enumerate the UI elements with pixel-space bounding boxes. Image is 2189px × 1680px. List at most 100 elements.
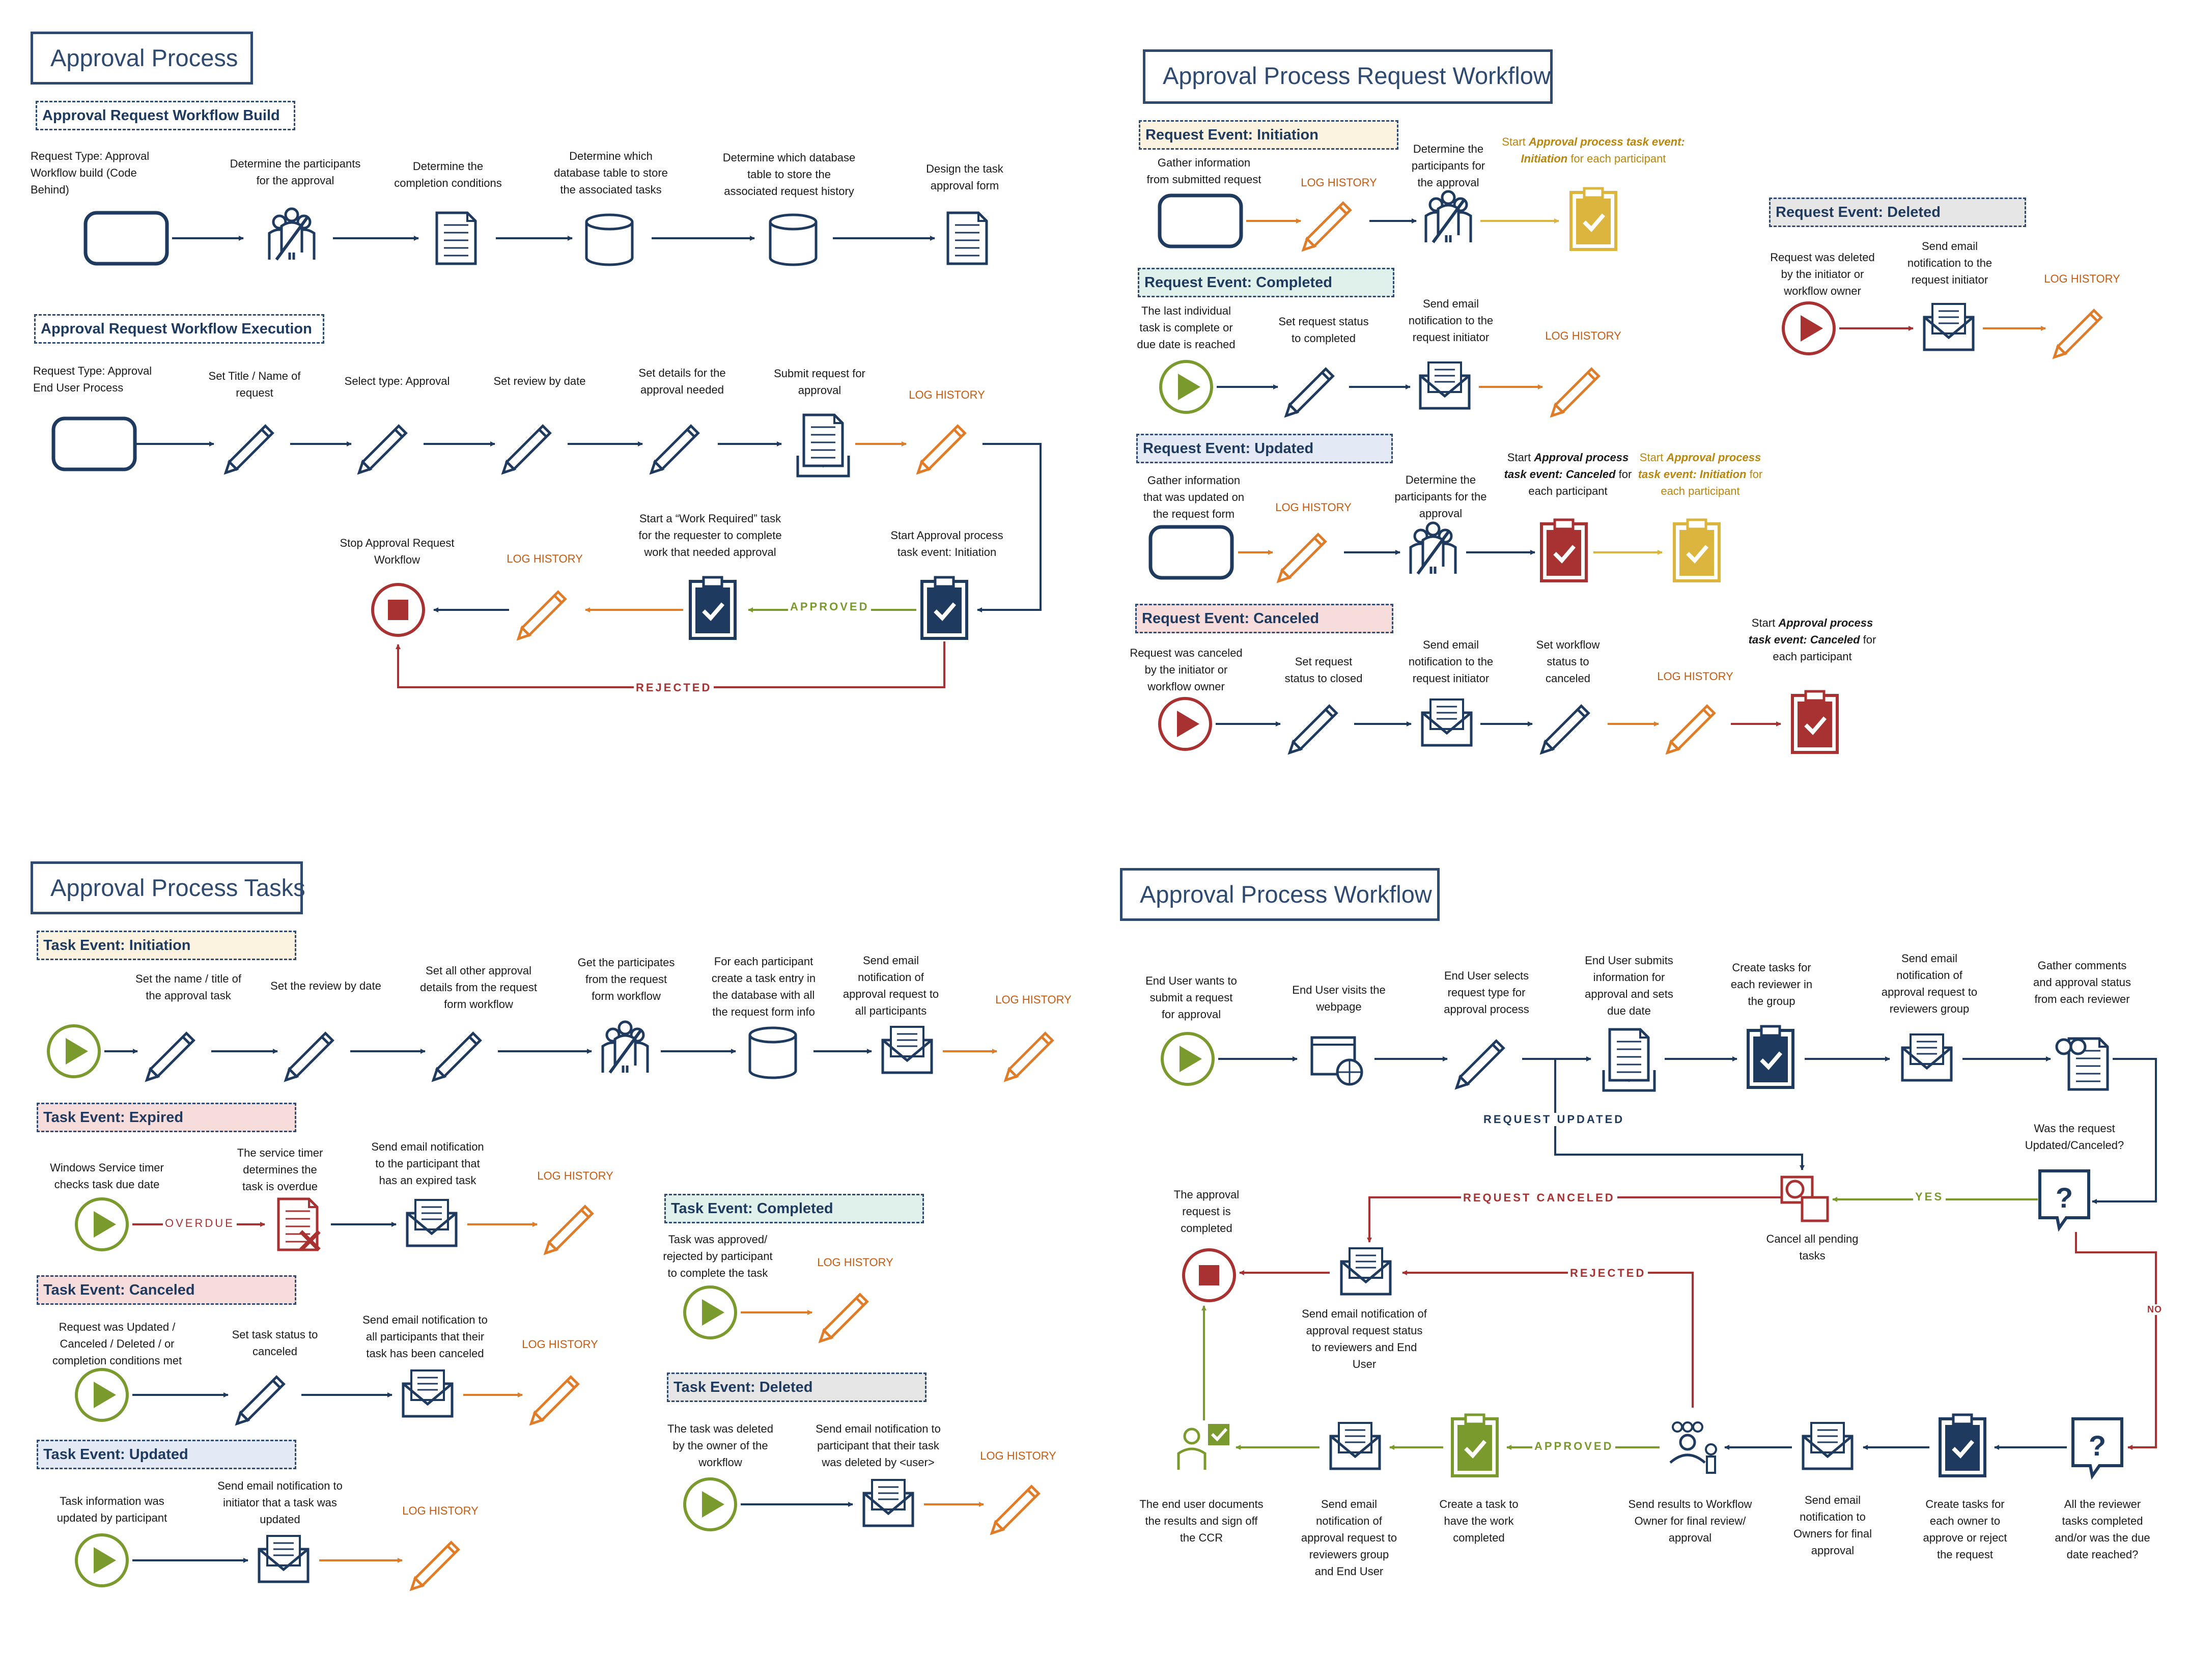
svg-text:?: ? bbox=[2089, 1430, 2106, 1462]
q2-init-people-icon bbox=[1424, 190, 1472, 243]
q2-deleted-email-icon bbox=[1923, 303, 1975, 351]
q2-updated-start-initiation: Start Approval process task event: Initi… bbox=[1629, 449, 1772, 499]
q3-init-label-4: Get the participates from the request fo… bbox=[577, 956, 675, 1002]
q4-yes-label: YES bbox=[1913, 1190, 1946, 1203]
q3-init-people-icon bbox=[601, 1020, 649, 1074]
q3-deleted-email: Send email notification to participant t… bbox=[816, 1422, 941, 1469]
q4-bottom-label-2: Send email notification of approval requ… bbox=[1301, 1498, 1397, 1578]
q4-email-status-label: Send email notification of approval requ… bbox=[1302, 1307, 1427, 1370]
q3-deleted-log-pencil-icon bbox=[990, 1485, 1041, 1535]
q1-exec-tray-icon-doc bbox=[802, 413, 844, 467]
q2-canceled-req: Request was canceled by the initiator or… bbox=[1130, 647, 1243, 693]
q4-bottom-label-4: Send results to Workflow Owner for final… bbox=[1628, 1498, 1752, 1544]
q1-build-db1-icon bbox=[585, 213, 634, 266]
q2-completed-email: Send email notification to the request i… bbox=[1408, 297, 1494, 344]
q3-updated-play-icon bbox=[75, 1533, 129, 1587]
q3-init-header: Task Event: Initiation bbox=[37, 931, 296, 960]
q2-deleted-play-icon bbox=[1782, 301, 1836, 355]
q1-exec-label-2: Set Title / Name of request bbox=[208, 370, 301, 399]
q4-c13 bbox=[2075, 1232, 2157, 1450]
q3-deleted-log: LOG HISTORY bbox=[980, 1449, 1056, 1462]
q4-top-label-6: Send email notification of approval requ… bbox=[1881, 952, 1978, 1015]
q2-completed-set: Set request status to completed bbox=[1278, 315, 1369, 345]
q4-c8 bbox=[1554, 1059, 1805, 1170]
q4-owner-email-icon bbox=[1802, 1422, 1854, 1470]
q1-exec-log-label: LOG HISTORY bbox=[909, 388, 985, 401]
q2-completed-log: LOG HISTORY bbox=[1545, 329, 1621, 342]
q2-init-start-em: Approval process task event: Initiation bbox=[1521, 135, 1685, 165]
q4-cancel-icon bbox=[1780, 1175, 1829, 1222]
q4-was-req-label: Was the request Updated/Canceled? bbox=[2025, 1122, 2124, 1152]
q3-init-pencil-3-icon bbox=[431, 1031, 482, 1082]
q3-updated-log: LOG HISTORY bbox=[402, 1504, 479, 1517]
q3-init-label-2: Set the review by date bbox=[270, 979, 381, 992]
q2-updated-determine: Determine the participants for the appro… bbox=[1394, 473, 1487, 520]
q3-init-label-1: Set the name / title of the approval tas… bbox=[135, 972, 241, 1002]
q1-exec-box-icon bbox=[51, 416, 137, 471]
q1-build-label-4: Determine which database table to store … bbox=[554, 150, 668, 196]
q3-init-pencil-2-icon bbox=[284, 1031, 334, 1082]
q1-build-doc-check-icon bbox=[435, 211, 477, 265]
q2-updated-start-canceled: Start Approval process task event: Cance… bbox=[1497, 449, 1639, 499]
q3-expired-email: Send email notification to the participa… bbox=[371, 1140, 484, 1187]
q2-updated-i-pre: Start bbox=[1639, 451, 1667, 464]
q3-canceled-play-icon bbox=[75, 1368, 129, 1422]
q4-gather-icon-glasses bbox=[2055, 1038, 2087, 1055]
q2-init-start-pre: Start bbox=[1502, 135, 1529, 148]
q4-c10 bbox=[1367, 1196, 1787, 1243]
q1-exec-label-3: Select type: Approval bbox=[344, 375, 450, 387]
q3-init-email-icon bbox=[881, 1026, 933, 1074]
q2-canceled-pencil-icon bbox=[1287, 704, 1338, 755]
q3-expired-win: Windows Service timer checks task due da… bbox=[50, 1161, 164, 1191]
q4-owner-clip-icon bbox=[1939, 1413, 1986, 1477]
q3-updated-email-icon bbox=[258, 1535, 310, 1583]
q1-exec-start-label: Start Approval process task event: Initi… bbox=[890, 529, 1003, 558]
q1-exec-label-4: Set review by date bbox=[493, 375, 586, 387]
q2-canceled-wf: Set workflow status to canceled bbox=[1536, 638, 1600, 685]
q2-deleted-header: Request Event: Deleted bbox=[1769, 198, 2026, 227]
q3-updated-info: Task information was updated by particip… bbox=[57, 1495, 167, 1524]
q2-canceled-c-post: for each participant bbox=[1773, 633, 1876, 663]
q1-build-form-icon bbox=[946, 211, 988, 265]
q1-exec-label-6: Submit request for approval bbox=[774, 367, 865, 397]
q4-top-label-3: End User selects request type for approv… bbox=[1444, 969, 1529, 1016]
q2-title: Approval Process Request Workflow bbox=[1143, 49, 1553, 104]
q3-canceled-email-icon bbox=[402, 1369, 454, 1418]
q4-top-label-7: Gather comments and approval status from… bbox=[2033, 959, 2131, 1005]
q2-deleted-log: LOG HISTORY bbox=[2044, 272, 2120, 285]
q1-exec-label-1: Request Type: Approval End User Process bbox=[33, 365, 152, 394]
q2-canceled-email-icon bbox=[1421, 698, 1473, 747]
q3-overdue-label: OVERDUE bbox=[163, 1217, 237, 1230]
q4-approved-label: APPROVED bbox=[1532, 1440, 1616, 1453]
q2-init-start: Start Approval process task event: Initi… bbox=[1502, 133, 1685, 167]
icons: ?? bbox=[47, 187, 2123, 1591]
q2-updated-people-icon bbox=[1409, 521, 1457, 575]
q4-req-canceled-label: REQUEST CANCELED bbox=[1461, 1191, 1617, 1205]
q2-updated-i-em: Approval process task event: Initiation bbox=[1638, 451, 1761, 481]
q3-expired-log: LOG HISTORY bbox=[537, 1169, 613, 1182]
q2-init-box-icon bbox=[1158, 193, 1243, 248]
q2-canceled-start: Start Approval process task event: Cance… bbox=[1741, 614, 1884, 665]
q4-top-label-5: Create tasks for each reviewer in the gr… bbox=[1730, 961, 1813, 1007]
q4-no-label: NO bbox=[2145, 1304, 2164, 1315]
q4-work-clip-icon bbox=[1451, 1413, 1499, 1477]
q3-canceled-header: Task Event: Canceled bbox=[37, 1275, 296, 1305]
q2-canceled-set: Set request status to closed bbox=[1284, 655, 1363, 685]
q4-top-label-4: End User submits information for approva… bbox=[1585, 954, 1673, 1017]
q1-build-label-5: Determine which database table to store … bbox=[722, 151, 856, 198]
q1-exec-pencil-3-icon bbox=[501, 424, 552, 475]
q2-updated-log: LOG HISTORY bbox=[1275, 501, 1352, 514]
q4-c12 bbox=[1402, 1270, 1694, 1408]
q2-init-log-pencil-icon bbox=[1301, 201, 1352, 252]
q4-req-updated-label: REQUEST UPDATED bbox=[1481, 1113, 1627, 1126]
q3-expired-email-icon bbox=[406, 1199, 458, 1247]
q2-canceled-c-pre: Start bbox=[1751, 617, 1779, 629]
svg-text:?: ? bbox=[2056, 1182, 2073, 1214]
q1-exec-header: Approval Request Workflow Execution bbox=[34, 314, 324, 344]
q2-updated-c-pre: Start bbox=[1507, 451, 1534, 464]
q2-updated-box-icon bbox=[1148, 525, 1234, 580]
q4-title: Approval Process Workflow bbox=[1120, 868, 1440, 921]
q2-completed-log-pencil-icon bbox=[1550, 367, 1601, 418]
q3-expired-timer: The service timer determines the task is… bbox=[237, 1146, 323, 1193]
